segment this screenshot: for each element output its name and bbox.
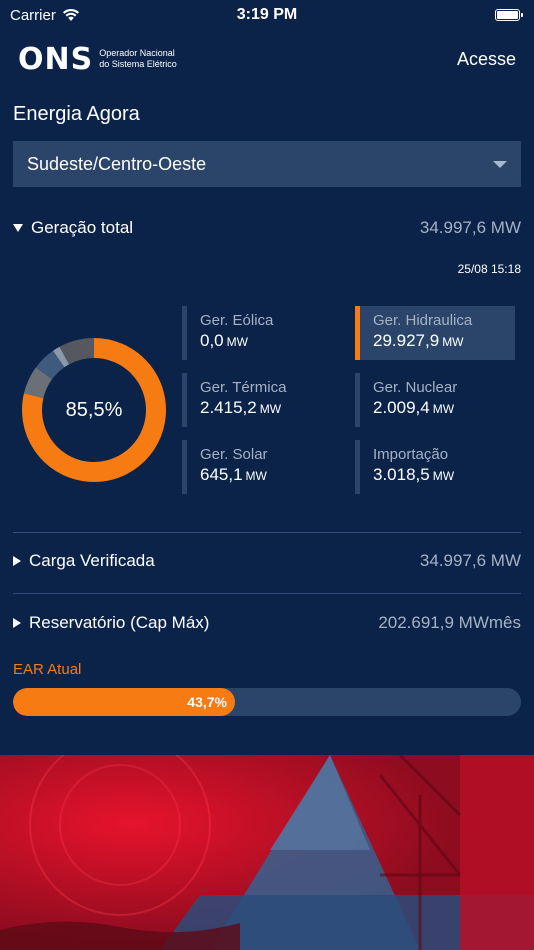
tile-label: Ger. Térmica — [200, 379, 287, 396]
donut-slice — [35, 350, 65, 380]
logo-line-1: Operador Nacional — [99, 48, 175, 58]
tile-label: Ger. Nuclear — [373, 379, 458, 396]
reservoir-label: Reservatório (Cap Máx) — [29, 613, 210, 632]
status-bar: Carrier 3:19 PM — [0, 0, 534, 30]
carrier-label: Carrier — [10, 6, 56, 24]
logo-mark: ONS — [18, 41, 94, 77]
expand-right-icon — [13, 618, 21, 628]
generation-tile[interactable]: Ger. Nuclear 2.009,4 MW — [355, 373, 515, 427]
ear-label: EAR Atual — [13, 661, 82, 678]
battery-icon — [495, 9, 523, 21]
tile-value: 29.927,9 — [373, 331, 440, 350]
wifi-icon — [62, 8, 80, 22]
tile-label: Ger. Hidraulica — [373, 312, 473, 329]
generation-tile[interactable]: Ger. Térmica 2.415,2 MW — [182, 373, 342, 427]
ear-progress-fill: 43,7% — [13, 688, 235, 716]
donut-slice — [59, 338, 95, 365]
tile-unit: MW — [226, 335, 248, 349]
tile-label: Ger. Solar — [200, 446, 268, 463]
generation-label: Geração total — [31, 218, 134, 237]
hero-banner-image — [0, 755, 534, 950]
tile-unit: MW — [259, 402, 282, 416]
ear-percent: 43,7% — [187, 694, 227, 710]
generation-donut-chart — [22, 338, 166, 482]
tile-value: 0,0 — [200, 331, 224, 350]
generation-header[interactable]: Geração total 34.997,6 MW — [13, 218, 521, 238]
logo-line-2: do Sistema Elétrico — [99, 59, 177, 69]
tile-value: 2.009,4 — [373, 398, 430, 417]
donut-slice — [23, 367, 53, 399]
reservoir-row[interactable]: Reservatório (Cap Máx) 202.691,9 MWmês — [13, 613, 521, 633]
update-timestamp: 25/08 15:18 — [457, 262, 521, 276]
tile-value: 645,1 — [200, 465, 243, 484]
tile-label: Importação — [373, 446, 449, 463]
generation-tile[interactable]: Ger. Solar 645,1 MW — [182, 440, 342, 494]
expand-right-icon — [13, 556, 21, 566]
region-selected-value: Sudeste/Centro-Oeste — [27, 153, 207, 174]
ons-logo: ONS Operador Nacional do Sistema Elétric… — [18, 42, 177, 77]
donut-slice — [53, 346, 70, 368]
tile-value: 2.415,2 — [200, 398, 257, 417]
divider — [13, 593, 521, 594]
generation-tile[interactable]: Importação 3.018,5 MW — [355, 440, 515, 494]
load-row[interactable]: Carga Verificada 34.997,6 MW — [13, 551, 521, 571]
login-button[interactable]: Acesse — [456, 48, 516, 69]
generation-tile[interactable]: Ger. Eólica 0,0 MW — [182, 306, 342, 360]
load-label: Carga Verificada — [29, 551, 155, 570]
tile-label: Ger. Eólica — [200, 312, 274, 329]
donut-center-value: 85,5% — [65, 398, 123, 421]
tile-unit: MW — [442, 335, 464, 349]
generation-tile[interactable]: Ger. Hidraulica 29.927,9 MW — [355, 306, 515, 360]
reservoir-value: 202.691,9 MWmês — [378, 613, 521, 632]
region-select[interactable]: Sudeste/Centro-Oeste — [13, 141, 521, 187]
status-time: 3:19 PM — [236, 6, 298, 23]
ear-progress-bar: 43,7% — [13, 688, 521, 716]
chevron-down-icon — [493, 160, 507, 168]
divider — [13, 532, 521, 533]
tile-unit: MW — [432, 402, 455, 416]
tile-value: 3.018,5 — [373, 465, 430, 484]
donut-slice — [22, 338, 166, 482]
page-title: Energia Agora — [13, 103, 140, 125]
expand-down-icon — [13, 224, 23, 232]
load-value: 34.997,6 MW — [419, 551, 521, 570]
header: ONS Operador Nacional do Sistema Elétric… — [0, 34, 534, 84]
tile-unit: MW — [432, 469, 455, 483]
generation-total: 34.997,6 MW — [419, 218, 521, 237]
tile-unit: MW — [245, 469, 267, 483]
